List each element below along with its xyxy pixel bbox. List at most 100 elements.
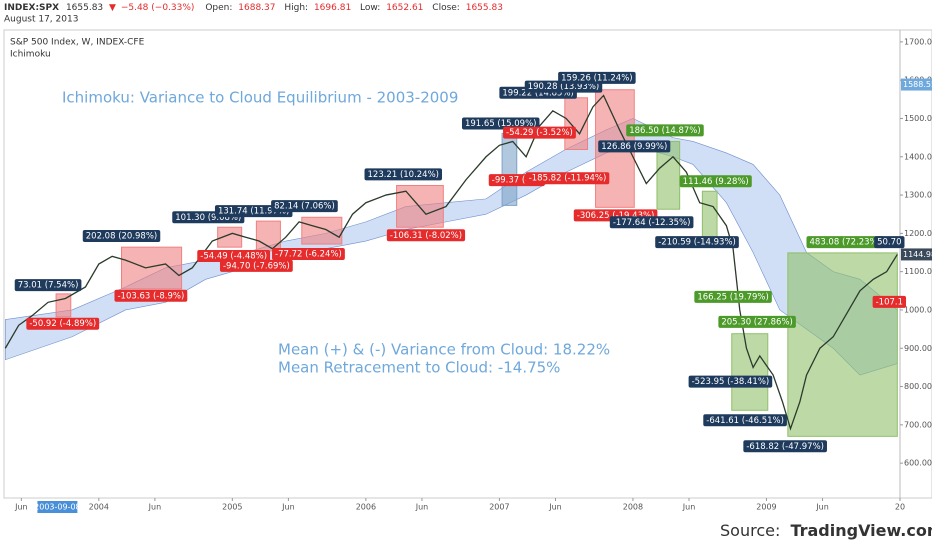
- annotation: -523.95 (-38.41%): [688, 375, 773, 388]
- x-tick-label: 20: [895, 503, 905, 512]
- last: 1655.83: [66, 3, 103, 13]
- close: 1655.83: [466, 3, 503, 13]
- y-tick-label: 1300.00: [904, 191, 932, 200]
- source-name: TradingView.com: [790, 521, 932, 540]
- annotation-bg: [525, 172, 610, 185]
- annotation: 186.50 (14.87%): [626, 124, 704, 137]
- annotation: 483.08 (72.23%): [806, 236, 885, 249]
- annotation: -54.49 (-4.48%): [197, 249, 271, 262]
- source: Source: TradingView.com: [720, 521, 932, 540]
- x-tick-label: Jun: [148, 503, 162, 512]
- annotation: -641.61 (-46.51%): [703, 414, 787, 427]
- annotation-label: 202.08 (20.98%): [86, 232, 158, 242]
- y-tick-label: 1100.00: [904, 267, 932, 276]
- note: Mean Retracement to Cloud: -14.75%: [278, 359, 560, 377]
- plot: 1700.001600.001500.001400.001300.001200.…: [4, 30, 932, 513]
- annotation-bg: [874, 236, 905, 249]
- header: INDEX:SPX 1655.83 ▼ −5.48 (−0.33%) Open:…: [4, 3, 503, 13]
- indicator-label: Ichimoku: [10, 50, 51, 60]
- annotation: -185.82 (-11.94%): [525, 172, 610, 185]
- range-box: [217, 226, 243, 248]
- price-tag-label: 1144.98: [903, 250, 932, 259]
- annotation-bg: [679, 175, 752, 188]
- plot-frame: [3, 29, 932, 499]
- annotation-bg: [598, 140, 671, 153]
- annotation-label: -54.29 (-3.52%): [506, 128, 573, 138]
- x-tick-label: 2004: [89, 503, 109, 512]
- annotation-bg: [114, 289, 188, 302]
- price-tag: [901, 78, 932, 91]
- x-tick-label: 2009: [756, 503, 776, 512]
- annotation-label: 186.50 (14.87%): [629, 126, 701, 136]
- low: 1652.61: [386, 3, 423, 13]
- annotation: 111.46 (9.28%): [679, 175, 752, 188]
- annotation-bg: [26, 317, 100, 330]
- annotation-bg: [503, 126, 576, 139]
- annotation-label: -106.31 (-8.02%): [390, 231, 462, 241]
- annotation: 82.14 (7.06%): [271, 200, 338, 213]
- note: Mean (+) & (-) Variance from Cloud: 18.2…: [278, 341, 610, 359]
- annotation-label: 123.21 (10.24%): [368, 170, 440, 180]
- annotation-bg: [718, 315, 796, 328]
- annotation-bg: [14, 279, 82, 292]
- annotation: 191.65 (15.09%): [461, 117, 540, 130]
- annotation-bg: [806, 236, 885, 249]
- y-tick-label: 1200.00: [904, 229, 932, 238]
- annotation-label: -54.49 (-4.48%): [200, 251, 267, 261]
- y-tick-label: 1700.00: [904, 37, 932, 46]
- annotation-label: 73.01 (7.54%): [18, 281, 79, 291]
- annotation-bg: [82, 230, 161, 243]
- annotation-bg: [219, 259, 293, 272]
- x-tick-label: 2006: [356, 503, 376, 512]
- annotation-label: 101.30 (9.08%): [175, 213, 241, 223]
- range-box: [731, 333, 769, 411]
- annotation-label: -50.92 (-4.89%): [29, 319, 96, 329]
- close-label: Close:: [432, 3, 460, 13]
- annotation: -103.63 (-8.9%): [114, 289, 188, 302]
- annotation-bg: [872, 295, 907, 308]
- annotation-label: -185.82 (-11.94%): [529, 174, 607, 184]
- annotation-bg: [271, 200, 338, 213]
- price-line: [4, 94, 898, 431]
- x-tick-label: Jun: [415, 503, 429, 512]
- annotation-label: 111.46 (9.28%): [683, 177, 749, 187]
- annotation: -94.70 (-7.69%): [219, 259, 293, 272]
- annotation-bg: [626, 124, 704, 137]
- annotation: 126.86 (9.99%): [598, 140, 671, 153]
- annotation-label: -306.25 (-19.43%): [577, 211, 655, 221]
- x-tick-label: Jun: [815, 503, 829, 512]
- annotation: 123.21 (10.24%): [364, 168, 443, 181]
- y-tick-label: 900.00: [904, 344, 932, 353]
- annotation-label: -99.37 (-6.8: [492, 176, 542, 186]
- annotation-label: -641.61 (-46.51%): [706, 416, 784, 426]
- annotation: 202.08 (20.98%): [82, 230, 161, 243]
- annotation-label: 50.70: [877, 238, 901, 248]
- range-box: [121, 246, 183, 290]
- annotation: 205.30 (27.86%): [718, 315, 796, 328]
- range-box: [787, 252, 898, 437]
- annotation: 159.26 (11.24%): [558, 71, 636, 84]
- annotation: 50.70: [874, 236, 905, 249]
- low-label: Low:: [360, 3, 380, 13]
- annotation-label: -103.63 (-8.9%): [117, 291, 184, 301]
- change: −5.48 (−0.33%): [121, 3, 195, 13]
- open-label: Open:: [205, 3, 232, 13]
- annotation-label: -210.59 (-14.93%): [658, 238, 736, 248]
- x-tick-label: 2005: [222, 503, 242, 512]
- annotation-bg: [743, 440, 827, 453]
- annotation: -77.72 (-6.24%): [272, 248, 345, 261]
- high: 1696.81: [314, 3, 351, 13]
- annotation-label: -94.70 (-7.69%): [223, 261, 290, 271]
- source-prefix: Source:: [720, 521, 780, 540]
- x-tick-label: 2007: [489, 503, 509, 512]
- annotation: 73.01 (7.54%): [14, 279, 82, 292]
- annotation-bg: [688, 375, 773, 388]
- x-tick-label: Jun: [682, 503, 696, 512]
- symbol: INDEX:SPX: [4, 3, 59, 13]
- annotation: -106.31 (-8.02%): [386, 229, 466, 242]
- range-box: [301, 216, 343, 245]
- annotation-bg: [694, 290, 772, 303]
- y-tick-label: 1500.00: [904, 114, 932, 123]
- annotation-label: 191.65 (15.09%): [465, 119, 537, 129]
